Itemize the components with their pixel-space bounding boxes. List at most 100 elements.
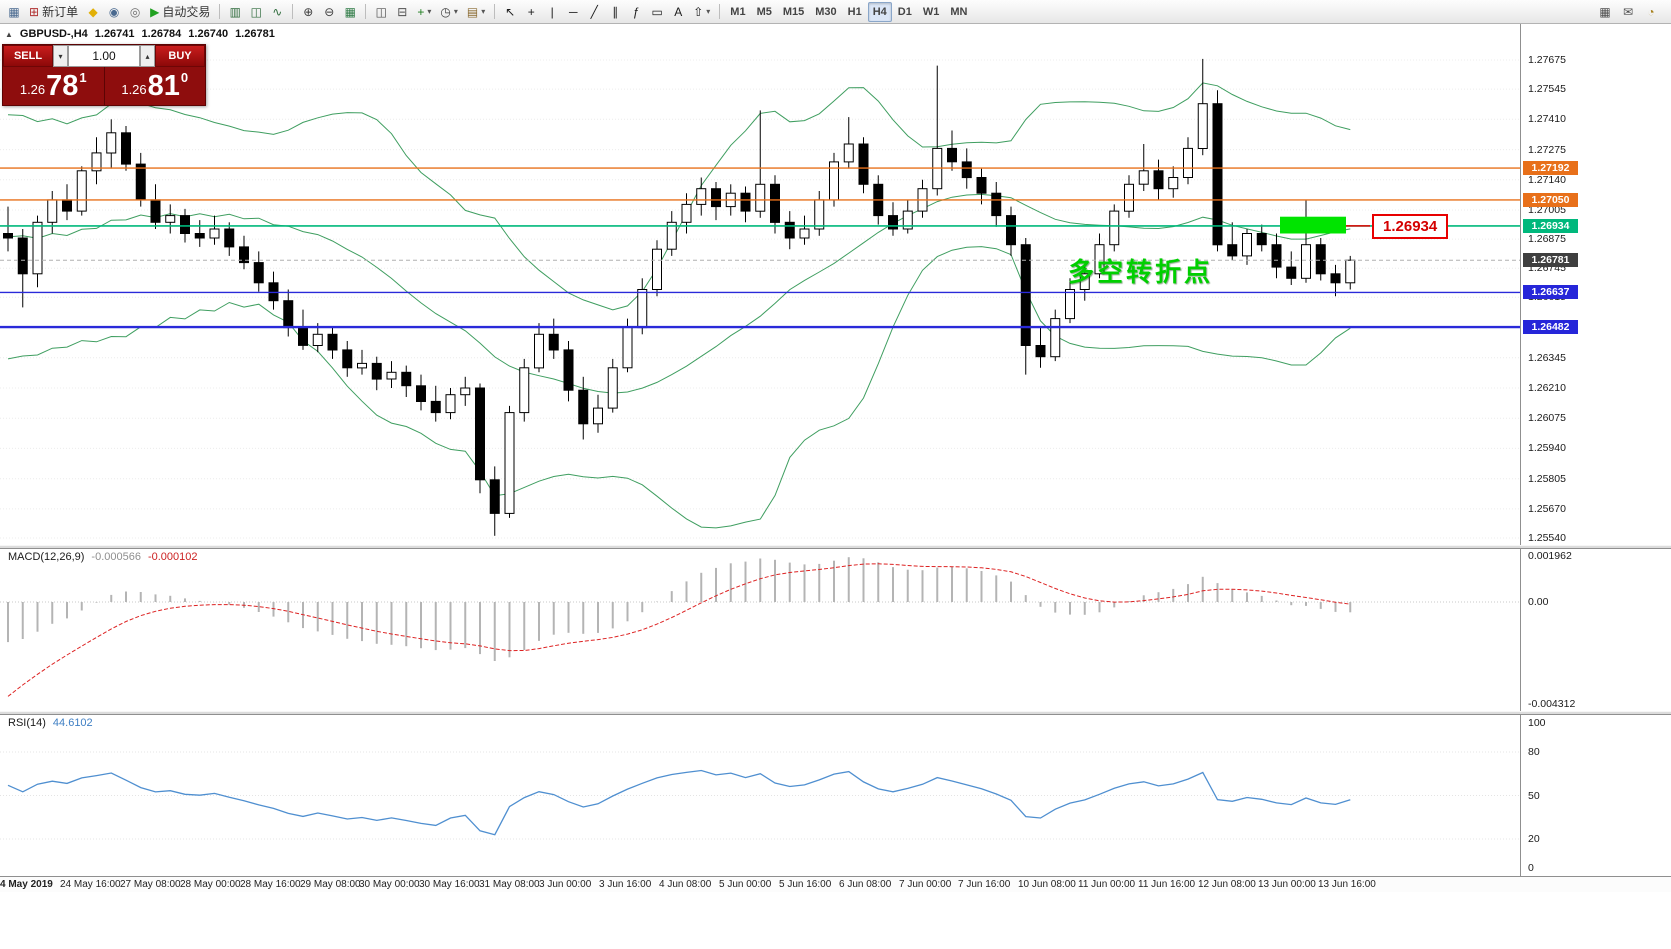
price-axis-label: 1.26345 [1528,352,1566,364]
toolbar-separator [292,4,294,19]
timeframe-m5-button[interactable]: M5 [756,5,772,18]
new-chart-button[interactable]: ▦ [4,2,24,22]
timeframe-h1-button[interactable]: H1 [847,5,862,18]
zoom-out-button[interactable]: ⊖ [319,2,339,22]
symbol-ohlc-readout: ▲ GBPUSD-,H4 1.26741 1.26784 1.26740 1.2… [5,28,275,40]
time-axis-label: 4 Jun 08:00 [659,879,712,890]
timeframe-w1-button[interactable]: W1 [922,5,940,18]
zoom-in-button[interactable]: ⊕ [298,2,318,22]
community-button[interactable]: ◔ [1641,2,1661,22]
templates-button[interactable]: ▤ ▾ [463,2,489,22]
horizontal-line-button[interactable]: ─ [563,2,583,22]
rsi-axis-label: 0 [1528,862,1534,874]
timeframe-m1-button[interactable]: M1 [730,5,746,18]
buy-price-display[interactable]: 1.26 81 0 [105,67,206,105]
indicators-grid-icon: ▦ [344,4,356,19]
price-axis-label: 1.27410 [1528,113,1566,125]
chart-annotation-text[interactable]: 多空转折点 [1068,257,1214,287]
collapse-panel-arrow-icon[interactable]: ▲ [5,29,13,39]
time-axis-label: 5 Jun 00:00 [719,879,772,890]
sell-price-display[interactable]: 1.26 78 1 [3,67,104,105]
periods-button[interactable]: ◷ ▾ [436,2,462,22]
sell-price-point: 1 [79,70,87,85]
timeframe-mn-button[interactable]: MN [950,5,968,18]
toolbar-separator [719,4,721,19]
volume-input[interactable]: 1.00 [68,45,140,67]
layout-grid-button[interactable]: ▦ [1595,2,1615,22]
time-scale[interactable]: 4 May 2019 24 May 16:00 27 May 08:00 28 May… [0,876,1671,892]
buy-button[interactable]: BUY [155,45,205,67]
sell-price-prefix: 1.26 [19,82,46,97]
time-axis-label: 10 Jun 08:00 [1018,879,1076,890]
line-chart-icon: ∿ [272,4,283,19]
crosshair-button[interactable]: + [521,2,541,22]
new-chart-icon: ▦ [8,4,20,19]
community-icon: ◔ [1647,4,1655,19]
indicators-grid-button[interactable]: ▦ [340,2,360,22]
fibonacci-button[interactable]: ƒ [626,2,646,22]
new-order-button[interactable]: ⊞ 新订单 [25,2,82,22]
time-axis-label: 28 May 00:00 [180,879,241,890]
new-order-label: 新订单 [42,5,79,19]
sell-button[interactable]: SELL [3,45,53,67]
arrows-button[interactable]: ⇧ ▾ [689,2,714,22]
volume-decrease-button[interactable]: ▾ [53,45,68,67]
cascade-windows-button[interactable]: ⊟ [392,2,412,22]
tile-windows-button[interactable]: ◫ [371,2,391,22]
price-tag: 1.26934 [1523,219,1578,233]
time-axis-label: 7 Jun 00:00 [899,879,952,890]
price-tag: 1.26781 [1523,253,1578,267]
one-click-trade-panel: SELL ▾ 1.00 ▴ BUY 1.26 78 1 1.26 81 0 [2,44,206,106]
main-chart-canvas[interactable] [0,24,1520,545]
timeframe-m30-button[interactable]: M30 [815,5,837,18]
timeframe-d1-button[interactable]: D1 [897,5,912,18]
auto-trading-label: 自动交易 [162,5,211,19]
macd-main-value: -0.000566 [91,551,141,563]
time-axis-label: 5 Jun 16:00 [779,879,832,890]
add-indicator-icon: + [417,4,425,19]
toolbar-separator [494,4,496,19]
time-axis-label: 4 May 2019 [0,879,53,890]
trade-panel-divider [103,67,105,105]
toolbar-right-icons: ▦ ✉ ◔ [1595,2,1661,22]
strategy-tester-button[interactable]: ◉ [104,2,124,22]
time-axis-label: 12 Jun 08:00 [1198,879,1256,890]
price-callout-label[interactable]: 1.26934 [1372,214,1449,239]
auto-trading-button[interactable]: ▶ 自动交易 [146,2,214,22]
ohlc-low: 1.26740 [188,28,229,40]
candlestick-chart-button[interactable]: ◫ [246,2,266,22]
time-axis-label: 13 Jun 00:00 [1258,879,1316,890]
metaeditor-button[interactable]: ◆ [83,2,103,22]
global-settings-button[interactable]: ◎ [125,2,145,22]
cursor-button[interactable]: ↖ [500,2,520,22]
ohlc-close: 1.26781 [235,28,275,40]
new-order-icon: ⊞ [29,4,40,19]
add-indicator-button[interactable]: + ▾ [413,2,435,22]
price-scale[interactable]: 1.27675 1.27545 1.27410 1.27275 1.27140 1.270… [1520,24,1671,876]
volume-increase-button[interactable]: ▴ [140,45,155,67]
ohlc-high: 1.26784 [141,28,182,40]
news-button[interactable]: ✉ [1618,2,1638,22]
price-tag: 1.26482 [1523,320,1578,334]
text-button[interactable]: A [668,2,688,22]
timeframe-m15-button[interactable]: M15 [782,5,805,18]
buy-price-pips: 81 [147,70,180,102]
line-chart-button[interactable]: ∿ [267,2,287,22]
arrows-icon: ⇧ [693,4,704,19]
rsi-indicator-canvas[interactable] [0,715,1520,876]
macd-indicator-canvas[interactable] [0,549,1520,711]
panel-splitter[interactable] [0,545,1671,549]
vertical-line-button[interactable]: | [542,2,562,22]
fibonacci-icon: ƒ [632,4,640,19]
chart-window: 1.27675 1.27545 1.27410 1.27275 1.27140 1.270… [0,24,1671,949]
buy-price-point: 0 [180,70,189,85]
panel-splitter[interactable] [0,711,1671,715]
equidistant-channel-button[interactable]: ∥ [605,2,625,22]
price-axis-label: 1.27140 [1528,174,1566,186]
highlight-rectangle[interactable] [1280,216,1346,234]
bar-chart-button[interactable]: ▥ [225,2,245,22]
timeframe-h4-button[interactable]: H4 [867,1,892,22]
macd-name: MACD(12,26,9) [8,551,85,563]
trendline-button[interactable]: ╱ [584,2,604,22]
shapes-button[interactable]: ▭ [647,2,667,22]
